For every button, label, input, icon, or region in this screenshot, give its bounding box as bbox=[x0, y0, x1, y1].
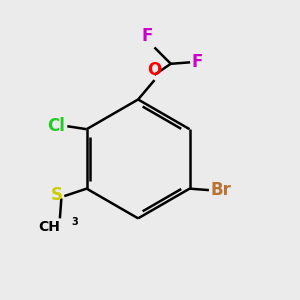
Text: Cl: Cl bbox=[47, 117, 65, 135]
Text: F: F bbox=[192, 53, 203, 71]
Text: S: S bbox=[51, 187, 63, 205]
Text: Br: Br bbox=[210, 181, 231, 199]
Text: F: F bbox=[142, 27, 153, 45]
Text: 3: 3 bbox=[72, 217, 79, 227]
Text: O: O bbox=[147, 61, 162, 79]
Text: CH: CH bbox=[39, 220, 61, 234]
